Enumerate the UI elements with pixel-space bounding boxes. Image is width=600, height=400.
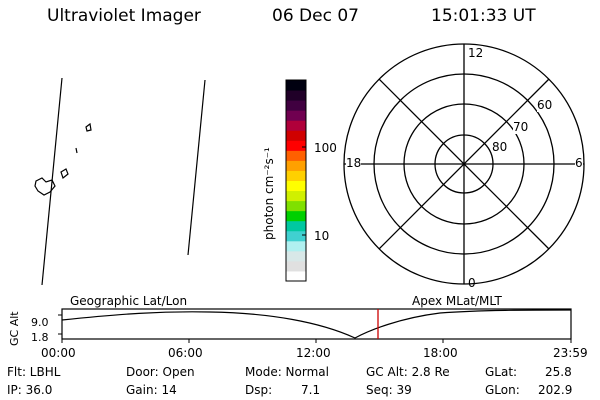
orbit-track-line — [187, 79, 206, 256]
colorbar-segment — [286, 220, 306, 232]
timeline-ytick-top: 9.0 — [31, 316, 49, 329]
timeline-label-apex: Apex MLat/MLT — [412, 294, 502, 308]
coastline-island — [60, 168, 69, 180]
timeline-xtick-2: 12:00 — [296, 346, 331, 360]
status-gc-alt: GC Alt: 2.8 Re — [366, 365, 450, 379]
colorbar-segment — [286, 250, 306, 262]
timeline-xtick-4: 23:59 — [553, 346, 588, 360]
colorbar-segment — [286, 120, 306, 131]
colorbar-segment — [286, 260, 306, 272]
colorbar-segment — [286, 200, 306, 212]
status-seq: Seq: 39 — [366, 383, 412, 397]
colorbar-segment — [286, 150, 306, 161]
instrument-title: Ultraviolet Imager — [47, 6, 201, 26]
polar-label-lat-70: 70 — [513, 120, 529, 134]
timeline-xtick-3: 18:00 — [423, 346, 458, 360]
status-gain: Gain: 14 — [126, 383, 177, 397]
polar-label-mlt-0: 0 — [468, 276, 476, 290]
timeline-label-geographic: Geographic Lat/Lon — [70, 294, 188, 308]
observation-time: 15:01:33 UT — [431, 6, 536, 26]
colorbar-segment — [286, 140, 306, 151]
status-dsp-label: Dsp: — [245, 383, 273, 397]
polar-label-lat-60: 60 — [537, 98, 553, 112]
observation-date: 06 Dec 07 — [272, 6, 359, 26]
colorbar-segment — [286, 90, 306, 101]
coastline-island — [85, 122, 92, 132]
polar-label-lat-80: 80 — [492, 140, 508, 154]
colorbar-segment — [286, 180, 306, 192]
timeline-ytick-bottom: 1.8 — [31, 331, 49, 344]
status-mode: Mode: Normal — [245, 365, 329, 379]
colorbar-segment — [286, 190, 306, 202]
colorbar-segment — [286, 80, 306, 91]
status-filter: Flt: LBHL — [7, 365, 61, 379]
colorbar-segment — [286, 100, 306, 111]
colorbar-segment — [286, 110, 306, 121]
colorbar-segment — [286, 240, 306, 252]
status-glon-label: GLon: — [485, 383, 520, 397]
polar-label-mlt-12: 12 — [468, 46, 484, 60]
colorbar-segment — [286, 210, 306, 222]
status-glat-label: GLat: — [485, 365, 518, 379]
status-door: Door: Open — [126, 365, 195, 379]
colorbar-segment — [286, 230, 306, 242]
status-ip: IP: 36.0 — [7, 383, 53, 397]
colorbar-segment — [286, 270, 306, 282]
polar-diagonal — [378, 78, 550, 250]
orbit-track-line — [41, 77, 63, 286]
altitude-curve — [61, 309, 572, 339]
timeline-xtick-0: 00:00 — [41, 346, 76, 360]
status-glon-value: 202.9 — [538, 383, 573, 397]
colorbar-segment — [286, 130, 306, 141]
polar-label-mlt-6: 6 — [575, 156, 583, 170]
colorbar-segment — [286, 160, 306, 171]
colorbar-tick-100: 100 — [314, 141, 337, 155]
colorbar-frame — [285, 79, 307, 282]
timeline-xtick-1: 06:00 — [168, 346, 203, 360]
colorbar-tick-10: 10 — [314, 229, 330, 243]
status-glat-value: 25.8 — [545, 365, 572, 379]
coastline-island — [75, 147, 78, 154]
coastline-island — [34, 177, 56, 196]
polar-label-mlt-18: 18 — [346, 156, 362, 170]
colorbar-segment — [286, 170, 306, 181]
status-dsp-value: 7.1 — [301, 383, 321, 397]
